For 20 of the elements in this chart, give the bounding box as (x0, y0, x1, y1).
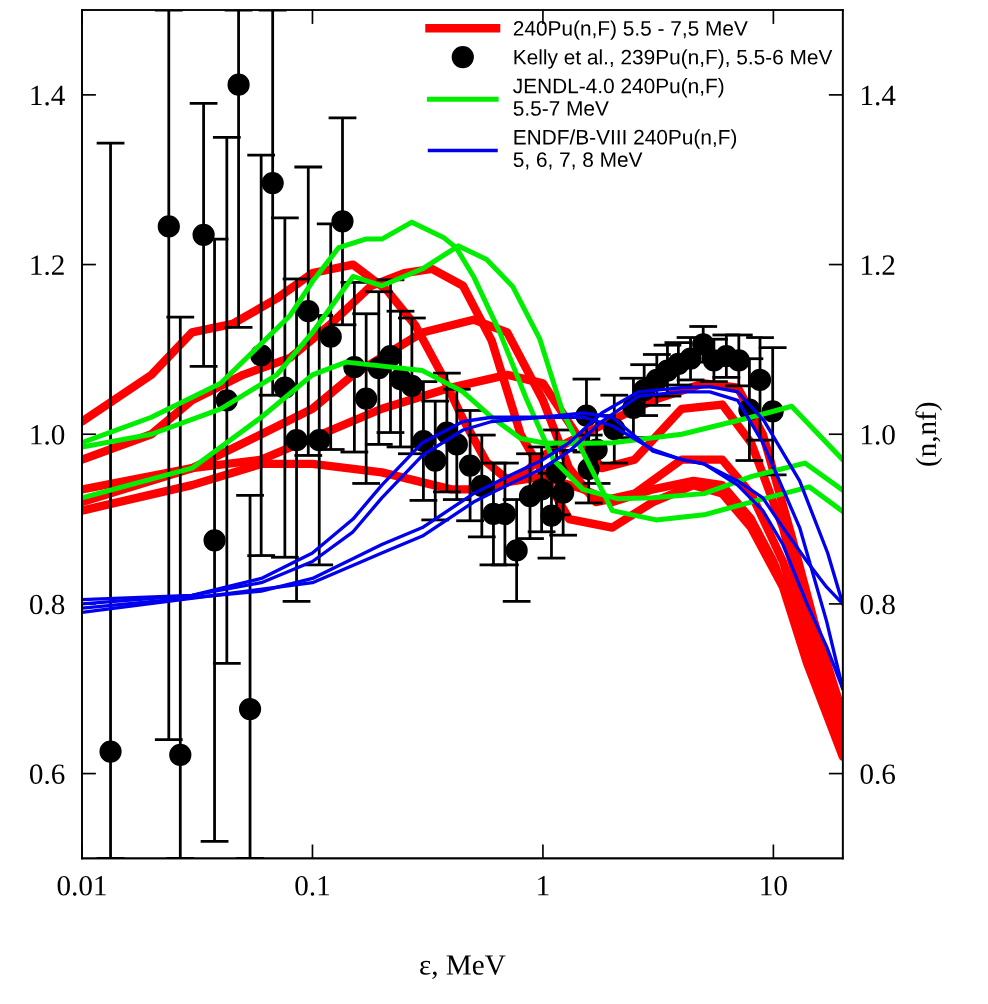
x-tick-label: 0.1 (295, 875, 329, 896)
y-tick-label: 0.8 (29, 594, 65, 615)
x-tick-label: 1 (538, 876, 549, 896)
x-axis-title: ε, MeV (420, 955, 506, 980)
legend-label: JENDL-4.0 240Pu(n,F) 5.5-7 MeV (513, 78, 724, 116)
legend-label: ENDF/B-VIII 240Pu(n,F) 5, 6, 7, 8 MeV (513, 129, 737, 170)
y2-tick-label: 0.8 (860, 594, 895, 615)
y2-tick-label: 1.4 (862, 85, 896, 106)
y-tick-label: 1.0 (31, 424, 65, 445)
legend-label: Kelly et al., 239Pu(n,F), 5.5-6 MeV (514, 49, 833, 69)
x-tick-label: 10 (761, 875, 787, 896)
y-tick-label: 0.6 (29, 764, 65, 785)
y-tick-label: 1.2 (31, 255, 64, 276)
y2-tick-label: 0.6 (860, 764, 896, 785)
y2-tick-label: 1.0 (862, 424, 895, 445)
legend-label: 240Pu(n,F) 5.5 - 7,5 MeV (513, 20, 748, 40)
y2-tick-label: 1.2 (862, 255, 895, 276)
y2-axis-title: (n,nf) (915, 402, 943, 466)
x-tick-label: 0.01 (57, 875, 106, 896)
y-tick-label: 1.4 (31, 85, 65, 106)
